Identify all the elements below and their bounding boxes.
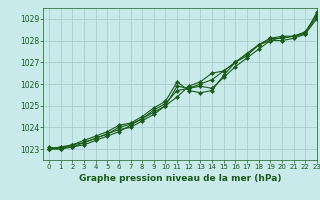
X-axis label: Graphe pression niveau de la mer (hPa): Graphe pression niveau de la mer (hPa) bbox=[79, 174, 281, 183]
